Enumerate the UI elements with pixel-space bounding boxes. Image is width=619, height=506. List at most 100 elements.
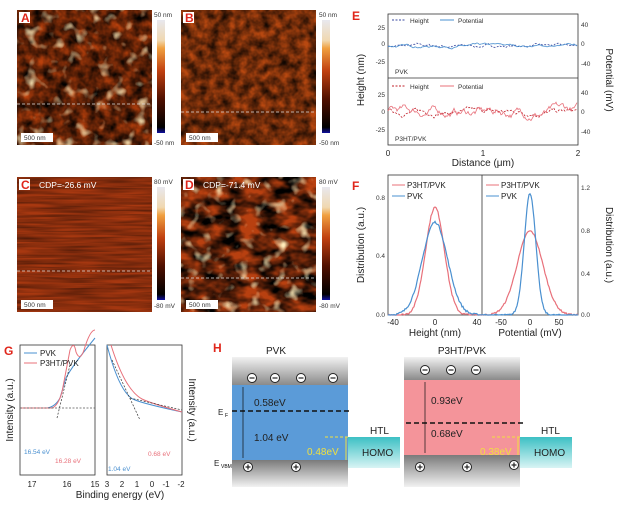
y2-axis-label: Intensity (a.u.) bbox=[186, 378, 197, 441]
svg-text:50: 50 bbox=[555, 318, 564, 327]
y2-axis-label: Potential (mV) bbox=[603, 48, 614, 111]
legend-item: PVK bbox=[407, 192, 424, 201]
svg-text:0.58eV: 0.58eV bbox=[254, 398, 286, 409]
colorbar-max: 80 mV bbox=[319, 179, 338, 186]
legend-item: PVK bbox=[40, 349, 57, 358]
htl-homo bbox=[348, 437, 400, 468]
legend-item: P3HT/PVK bbox=[407, 181, 446, 190]
svg-text:0: 0 bbox=[581, 109, 585, 116]
svg-text:0.0: 0.0 bbox=[581, 312, 590, 319]
chart-g: G PVK P3HT/PVK 16.54 eV 16.28 eV 1.04 eV… bbox=[4, 329, 197, 501]
svg-text:16: 16 bbox=[63, 480, 72, 489]
x-axis-label: Potential (mV) bbox=[498, 328, 561, 339]
minus-charge-icon bbox=[270, 373, 280, 383]
svg-text:2: 2 bbox=[576, 149, 581, 158]
tangent-dash bbox=[111, 359, 141, 421]
svg-text:1.04 eV: 1.04 eV bbox=[108, 466, 131, 473]
panel-label: H bbox=[213, 341, 222, 355]
svg-text:-25: -25 bbox=[376, 127, 386, 134]
height-profile-line bbox=[387, 106, 578, 119]
svg-text:0: 0 bbox=[528, 318, 533, 327]
p3ht-secondary-cutoff bbox=[20, 329, 96, 409]
scale-bar: 500 nm bbox=[24, 302, 46, 309]
legend-height: Height bbox=[410, 18, 429, 25]
cdp-value: CDP=-26.6 mV bbox=[39, 180, 97, 190]
svg-text:0: 0 bbox=[433, 318, 438, 327]
svg-text:15: 15 bbox=[91, 480, 100, 489]
svg-text:0.8: 0.8 bbox=[376, 195, 385, 202]
svg-text:HTL: HTL bbox=[370, 426, 389, 437]
svg-text:0.0: 0.0 bbox=[376, 312, 385, 319]
plus-charge-icon bbox=[462, 462, 472, 472]
tangent-dash bbox=[56, 364, 71, 419]
scale-bar: 500 nm bbox=[189, 302, 211, 309]
cdp-value: CDP=-71.4 mV bbox=[203, 180, 261, 190]
panel-d: D CDP=-71.4 mV 500 nm 80 mV -80 mV bbox=[181, 177, 341, 312]
plus-charge-icon bbox=[243, 462, 253, 472]
panel-label: A bbox=[21, 11, 30, 25]
chart-e: E Height Potential PVK Height Potential … bbox=[352, 9, 614, 169]
colorbar bbox=[322, 187, 330, 300]
svg-text:0.68 eV: 0.68 eV bbox=[148, 451, 171, 458]
colorbar bbox=[157, 20, 165, 133]
legend-item: P3HT/PVK bbox=[40, 359, 79, 368]
svg-text:-40: -40 bbox=[387, 318, 399, 327]
colorbar-max: 50 nm bbox=[319, 12, 337, 19]
svg-text:HTL: HTL bbox=[541, 426, 560, 437]
x-axis-label: Binding energy (eV) bbox=[76, 490, 164, 501]
svg-text:E: E bbox=[214, 459, 219, 468]
svg-text:3: 3 bbox=[105, 480, 110, 489]
htl-homo bbox=[520, 437, 572, 468]
pvk-secondary-cutoff bbox=[20, 337, 96, 409]
svg-text:0.8: 0.8 bbox=[581, 228, 590, 235]
plus-charge-icon bbox=[291, 462, 301, 472]
colorbar-min: -80 mV bbox=[319, 303, 341, 310]
chart-f: F P3HT/PVK PVK P3HT/PVK PVK 0.8 0.4 0.0 1.… bbox=[352, 174, 614, 339]
panel-c: C CDP=-26.6 mV 500 nm 80 mV -80 mV bbox=[17, 177, 176, 312]
svg-text:0: 0 bbox=[386, 149, 391, 158]
svg-text:1.04 eV: 1.04 eV bbox=[254, 433, 289, 444]
svg-text:16.28 eV: 16.28 eV bbox=[55, 458, 82, 465]
svg-text:0.48eV: 0.48eV bbox=[307, 447, 339, 458]
potential-profile-line bbox=[387, 101, 578, 122]
minus-charge-icon bbox=[420, 365, 430, 375]
panel-label: D bbox=[185, 178, 194, 192]
legend-item: P3HT/PVK bbox=[501, 181, 540, 190]
colorbar-min: -50 nm bbox=[319, 140, 339, 147]
minus-charge-icon bbox=[471, 365, 481, 375]
minus-charge-icon bbox=[328, 373, 338, 383]
svg-text:1: 1 bbox=[135, 480, 140, 489]
svg-text:VBM: VBM bbox=[221, 464, 232, 470]
y-axis-label: Distribution (a.u.) bbox=[356, 207, 367, 283]
svg-text:0: 0 bbox=[150, 480, 155, 489]
svg-text:0: 0 bbox=[381, 109, 385, 116]
height-profile-line bbox=[387, 42, 578, 49]
plus-charge-icon bbox=[415, 462, 425, 472]
x-axis-label: Distance (μm) bbox=[452, 158, 514, 169]
svg-text:-50: -50 bbox=[495, 318, 507, 327]
y2-axis-label: Distribution (a.u.) bbox=[603, 207, 614, 283]
baseline-dash bbox=[129, 397, 183, 411]
svg-text:0: 0 bbox=[581, 41, 585, 48]
svg-text:E: E bbox=[218, 408, 223, 417]
svg-text:0.4: 0.4 bbox=[581, 271, 590, 278]
colorbar-max: 80 mV bbox=[154, 179, 173, 186]
svg-text:0.93eV: 0.93eV bbox=[431, 396, 463, 407]
panel-a: A 500 nm 50 nm -50 nm bbox=[17, 10, 174, 147]
svg-text:F: F bbox=[225, 413, 228, 419]
svg-text:0.68eV: 0.68eV bbox=[431, 429, 463, 440]
svg-text:1: 1 bbox=[481, 149, 486, 158]
pvk-vb-onset bbox=[106, 344, 183, 413]
subpanel-label: PVK bbox=[395, 69, 409, 76]
x-axis-label: Height (nm) bbox=[409, 328, 461, 339]
plus-charge-icon bbox=[509, 460, 519, 470]
scale-bar: 500 nm bbox=[24, 135, 46, 142]
legend-height: Height bbox=[410, 84, 429, 91]
svg-text:-40: -40 bbox=[581, 129, 591, 136]
svg-text:-25: -25 bbox=[376, 59, 386, 66]
colorbar-max: 50 nm bbox=[154, 12, 172, 19]
svg-text:-2: -2 bbox=[177, 480, 185, 489]
svg-text:0.38eV: 0.38eV bbox=[480, 447, 512, 458]
y-axis-label: Height (nm) bbox=[356, 54, 367, 106]
svg-text:0: 0 bbox=[381, 41, 385, 48]
